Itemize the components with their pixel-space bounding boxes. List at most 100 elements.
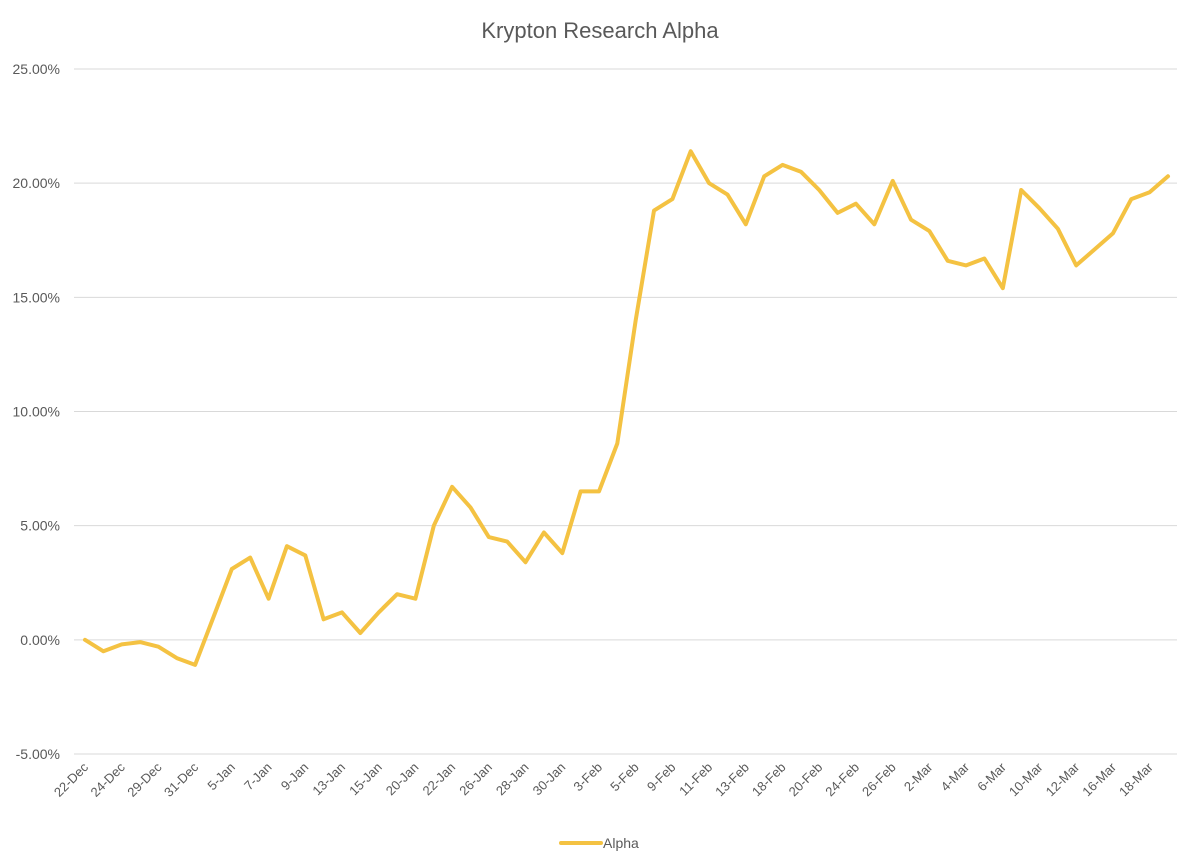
x-tick-label: 7-Jan xyxy=(241,760,275,794)
x-tick-label: 20-Feb xyxy=(786,760,826,800)
y-tick-label: 25.00% xyxy=(13,61,60,77)
data-point xyxy=(340,610,344,614)
data-point xyxy=(487,535,491,539)
data-point xyxy=(872,222,876,226)
x-tick-label: 6-Mar xyxy=(974,759,1009,794)
x-tick-label: 15-Jan xyxy=(346,760,385,799)
x-tick-label: 13-Feb xyxy=(712,760,752,800)
data-point xyxy=(413,597,417,601)
data-point xyxy=(781,163,785,167)
x-tick-label: 18-Feb xyxy=(749,760,789,800)
data-point xyxy=(836,211,840,215)
data-point xyxy=(670,197,674,201)
data-point xyxy=(1148,190,1152,194)
x-tick-label: 9-Jan xyxy=(278,760,312,794)
x-tick-label: 26-Feb xyxy=(859,760,899,800)
data-point xyxy=(1019,188,1023,192)
x-tick-label: 9-Feb xyxy=(644,760,679,795)
x-tick-label: 30-Jan xyxy=(530,760,569,799)
data-point xyxy=(854,202,858,206)
data-point xyxy=(817,188,821,192)
x-tick-label: 5-Jan xyxy=(204,760,238,794)
data-point xyxy=(469,505,473,509)
data-point xyxy=(707,181,711,185)
x-tick-label: 18-Mar xyxy=(1116,759,1156,799)
data-point xyxy=(542,531,546,535)
y-axis-ticks: 25.00% 20.00% 15.00% 10.00% 5.00% 0.00% -5.00% xyxy=(13,61,60,762)
data-point xyxy=(377,610,381,614)
gridlines xyxy=(74,68,1177,755)
data-point xyxy=(83,638,87,642)
x-tick-label: 12-Mar xyxy=(1043,759,1083,799)
data-point xyxy=(212,615,216,619)
data-point xyxy=(744,222,748,226)
data-point xyxy=(891,179,895,183)
data-point xyxy=(909,218,913,222)
data-point xyxy=(432,524,436,528)
x-tick-label: 24-Dec xyxy=(88,759,129,800)
data-point xyxy=(597,489,601,493)
data-point xyxy=(230,567,234,571)
y-tick-label: 0.00% xyxy=(20,632,60,648)
data-point xyxy=(193,663,197,667)
data-point xyxy=(799,170,803,174)
data-point xyxy=(927,229,931,233)
data-point xyxy=(156,645,160,649)
data-point xyxy=(175,656,179,660)
x-tick-label: 3-Feb xyxy=(570,760,605,795)
data-point xyxy=(1001,286,1005,290)
data-point xyxy=(615,442,619,446)
x-tick-label: 24-Feb xyxy=(822,760,862,800)
x-tick-label: 11-Feb xyxy=(676,760,715,799)
data-point xyxy=(248,556,252,560)
data-point xyxy=(303,553,307,557)
data-point xyxy=(524,560,528,564)
data-point xyxy=(505,540,509,544)
y-tick-label: -5.00% xyxy=(16,746,60,762)
x-tick-label: 26-Jan xyxy=(456,760,495,799)
data-point xyxy=(138,640,142,644)
data-point xyxy=(762,174,766,178)
data-point xyxy=(726,193,730,197)
x-tick-label: 28-Jan xyxy=(493,760,532,799)
legend: Alpha xyxy=(559,835,639,851)
data-point xyxy=(1056,227,1060,231)
y-tick-label: 20.00% xyxy=(13,175,60,191)
data-point xyxy=(579,489,583,493)
x-tick-label: 29-Dec xyxy=(124,759,165,800)
data-point xyxy=(1074,263,1078,267)
data-point xyxy=(1111,231,1115,235)
data-point xyxy=(634,318,638,322)
data-point xyxy=(450,485,454,489)
data-point xyxy=(267,597,271,601)
data-point xyxy=(652,209,656,213)
x-tick-label: 2-Mar xyxy=(901,759,936,794)
x-tick-label: 4-Mar xyxy=(938,759,973,794)
data-point xyxy=(946,259,950,263)
data-point xyxy=(689,149,693,153)
data-point xyxy=(322,617,326,621)
data-point xyxy=(395,592,399,596)
y-tick-label: 5.00% xyxy=(20,518,60,534)
series-line-alpha xyxy=(83,149,1170,667)
legend-label-alpha: Alpha xyxy=(603,835,639,851)
x-tick-label: 5-Feb xyxy=(607,760,642,795)
data-point xyxy=(1038,206,1042,210)
data-point xyxy=(1129,197,1133,201)
data-point xyxy=(101,649,105,653)
x-tick-label: 10-Mar xyxy=(1006,759,1046,799)
data-point xyxy=(560,551,564,555)
data-point xyxy=(358,631,362,635)
x-tick-label: 22-Jan xyxy=(420,760,459,799)
x-tick-label: 13-Jan xyxy=(309,760,348,799)
x-tick-label: 16-Mar xyxy=(1079,759,1119,799)
data-point xyxy=(1093,247,1097,251)
data-point xyxy=(285,544,289,548)
x-tick-label: 20-Jan xyxy=(383,760,422,799)
y-tick-label: 10.00% xyxy=(13,404,60,420)
y-tick-label: 15.00% xyxy=(13,289,60,305)
series-layer xyxy=(83,149,1170,667)
x-tick-label: 22-Dec xyxy=(51,759,92,800)
